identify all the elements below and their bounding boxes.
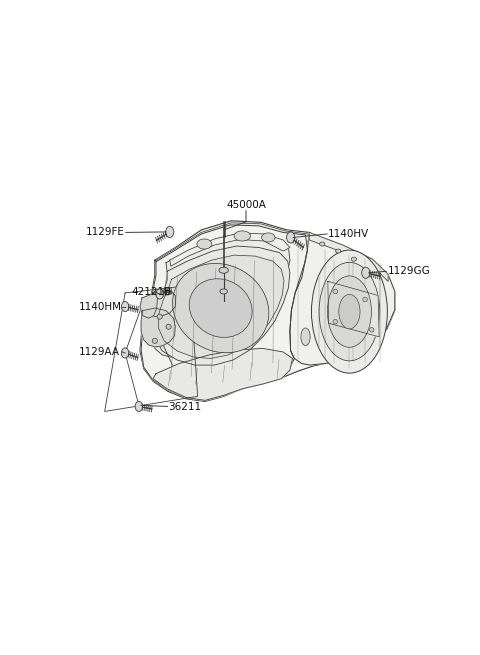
Polygon shape [170, 233, 290, 266]
Text: 42121B: 42121B [132, 287, 172, 297]
Circle shape [166, 227, 174, 238]
Ellipse shape [370, 328, 374, 332]
Circle shape [287, 232, 295, 243]
Text: 36211: 36211 [168, 402, 201, 413]
Ellipse shape [197, 239, 212, 249]
Ellipse shape [152, 339, 157, 343]
Text: 45000A: 45000A [226, 200, 266, 210]
Polygon shape [142, 290, 175, 316]
Text: 1129GG: 1129GG [387, 267, 430, 276]
Ellipse shape [333, 320, 337, 324]
Ellipse shape [220, 289, 228, 294]
Polygon shape [290, 233, 395, 365]
Ellipse shape [157, 314, 162, 319]
Polygon shape [140, 293, 157, 318]
Polygon shape [156, 223, 321, 266]
Circle shape [156, 289, 163, 299]
Polygon shape [141, 308, 175, 347]
Ellipse shape [173, 263, 269, 353]
Ellipse shape [339, 294, 360, 329]
Ellipse shape [327, 276, 372, 347]
Polygon shape [141, 225, 307, 400]
Ellipse shape [219, 267, 228, 273]
Text: 1129AA: 1129AA [79, 347, 120, 357]
Polygon shape [328, 282, 379, 337]
Circle shape [121, 348, 129, 358]
Circle shape [362, 267, 370, 278]
Ellipse shape [312, 250, 387, 373]
Ellipse shape [333, 289, 337, 293]
Ellipse shape [189, 279, 252, 337]
Polygon shape [154, 233, 290, 358]
Text: 1129FE: 1129FE [86, 227, 125, 237]
Text: 1140HV: 1140HV [328, 229, 369, 239]
Ellipse shape [336, 249, 341, 253]
Ellipse shape [363, 297, 367, 302]
Polygon shape [309, 233, 388, 282]
Ellipse shape [319, 263, 380, 361]
Polygon shape [140, 221, 395, 402]
Ellipse shape [320, 242, 325, 246]
Ellipse shape [301, 328, 310, 346]
Polygon shape [154, 246, 290, 365]
Circle shape [135, 402, 143, 411]
Circle shape [121, 301, 129, 312]
Ellipse shape [234, 231, 251, 241]
Text: 1140HM: 1140HM [79, 301, 121, 312]
Polygon shape [153, 348, 292, 400]
Polygon shape [158, 255, 284, 358]
Ellipse shape [166, 324, 171, 329]
Ellipse shape [262, 233, 275, 242]
Ellipse shape [351, 257, 357, 261]
